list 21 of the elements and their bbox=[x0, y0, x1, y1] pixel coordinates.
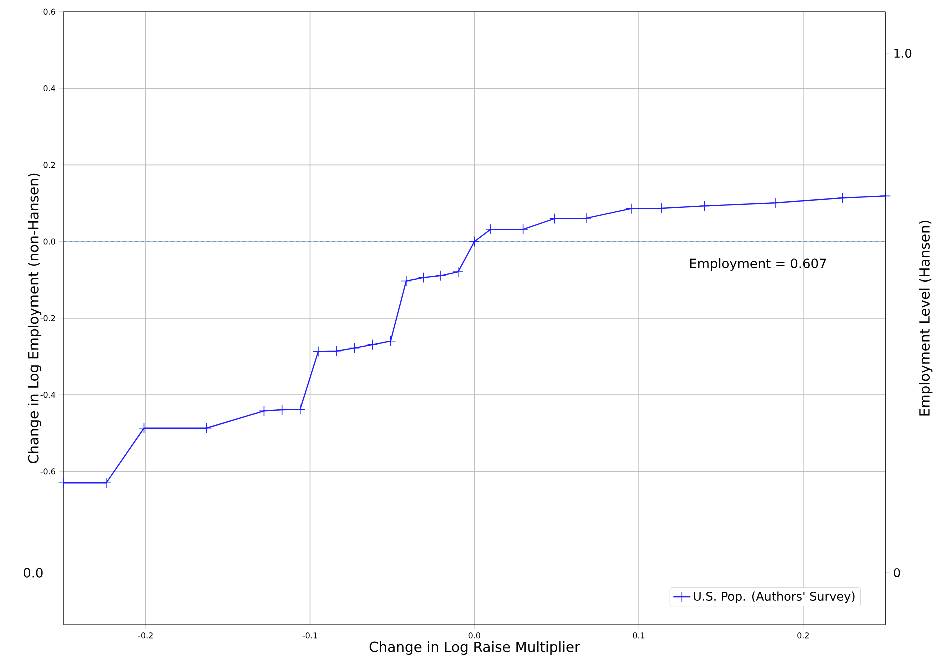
y2-axis-title: Employment Level (Hansen) bbox=[919, 221, 933, 416]
text: 0.0 bbox=[24, 568, 43, 578]
annotation: Employment = 0.607 bbox=[690, 258, 826, 272]
legend-label: U.S. Pop. (Authors' Survey) bbox=[694, 592, 855, 604]
point bbox=[385, 336, 396, 347]
point bbox=[313, 346, 324, 358]
point bbox=[401, 276, 412, 287]
point bbox=[550, 214, 560, 224]
point bbox=[880, 190, 892, 202]
point bbox=[453, 266, 464, 278]
point bbox=[258, 406, 270, 417]
point bbox=[418, 272, 430, 284]
point bbox=[295, 404, 306, 416]
point bbox=[699, 200, 710, 212]
point bbox=[367, 340, 378, 350]
y2-tick-label: 0 bbox=[894, 568, 900, 578]
point bbox=[349, 343, 360, 354]
point bbox=[469, 236, 480, 248]
y-axis-title: Change in Log Employment (non-Hansen) bbox=[28, 174, 42, 464]
x-axis-title: Change in Log Raise Multiplier bbox=[370, 642, 580, 656]
y2-tick-label: 1.0 bbox=[894, 49, 912, 58]
